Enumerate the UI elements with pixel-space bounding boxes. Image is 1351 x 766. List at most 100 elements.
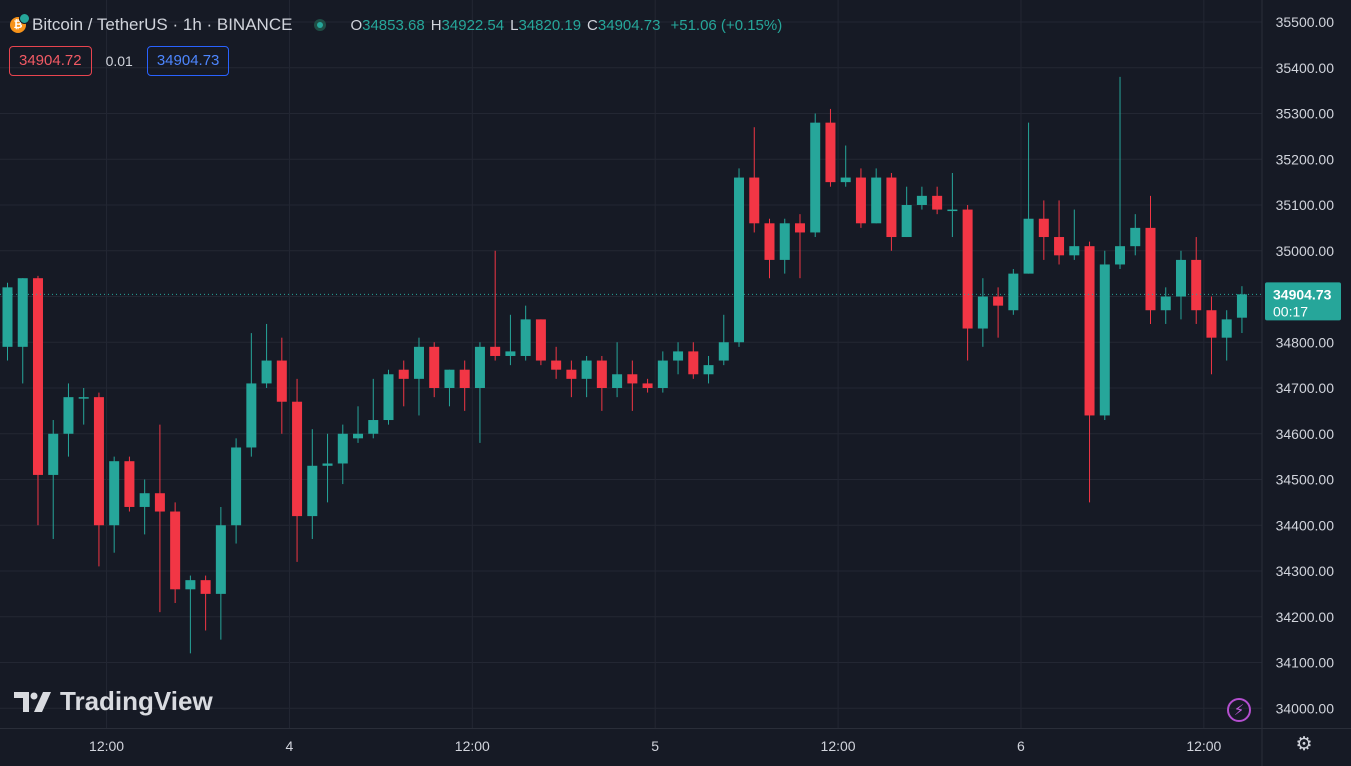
candle bbox=[63, 383, 74, 457]
candle-body bbox=[810, 122, 821, 233]
candle-body bbox=[292, 401, 303, 517]
time-axis[interactable]: 12:00 4 12:00 5 12:00 6 12:00 bbox=[0, 728, 1351, 755]
candle bbox=[734, 168, 745, 347]
ohlc-values: O34853.68 H34922.54 L34820.19 C34904.73 … bbox=[350, 17, 782, 34]
candle-body bbox=[932, 195, 943, 210]
candle-body bbox=[322, 463, 333, 466]
candle bbox=[368, 378, 379, 439]
candle-body bbox=[215, 525, 226, 594]
candle bbox=[932, 186, 943, 215]
candle-body bbox=[673, 351, 684, 361]
candle-body bbox=[261, 360, 272, 384]
time-tick-label: 6 bbox=[1017, 738, 1025, 754]
candle bbox=[871, 168, 882, 224]
symbol-legend[interactable]: ₿ Bitcoin / TetherUS · 1h · BINANCE O348… bbox=[10, 13, 782, 37]
candle bbox=[109, 456, 120, 553]
candle bbox=[322, 433, 333, 503]
candle-body bbox=[109, 461, 120, 526]
candle bbox=[292, 378, 303, 562]
candle bbox=[794, 214, 805, 279]
candle bbox=[200, 575, 211, 631]
candle-body bbox=[916, 195, 927, 205]
symbol-title[interactable]: Bitcoin / TetherUS · 1h · BINANCE bbox=[32, 15, 293, 34]
candle-body bbox=[63, 397, 74, 434]
candle bbox=[78, 388, 89, 425]
candle bbox=[2, 282, 13, 361]
candle bbox=[170, 502, 181, 604]
quote-panel: 34904.72 0.01 34904.73 bbox=[9, 46, 230, 76]
sell-price-button[interactable]: 34904.72 bbox=[9, 46, 92, 76]
candle bbox=[718, 314, 729, 366]
candle bbox=[1160, 287, 1171, 324]
candle bbox=[246, 333, 257, 457]
candle bbox=[32, 275, 43, 526]
market-status-icon[interactable] bbox=[314, 19, 327, 31]
buy-price-button[interactable]: 34904.73 bbox=[146, 46, 230, 76]
close-label: C bbox=[587, 16, 598, 34]
candle-body bbox=[1008, 273, 1019, 311]
candle bbox=[551, 346, 562, 379]
price-tick-label: 35500.00 bbox=[1276, 14, 1335, 30]
candle bbox=[429, 342, 440, 398]
candle bbox=[703, 355, 714, 384]
candle-body bbox=[2, 287, 13, 347]
time-tick-label: 12:00 bbox=[1186, 738, 1221, 754]
candle bbox=[185, 575, 196, 654]
candle bbox=[581, 355, 592, 398]
candle bbox=[154, 424, 165, 613]
candle-body bbox=[1221, 319, 1232, 338]
candle bbox=[444, 369, 455, 407]
candle-body bbox=[246, 383, 257, 448]
candle-body bbox=[871, 177, 882, 224]
candle-body bbox=[947, 209, 958, 212]
time-tick-label: 4 bbox=[286, 738, 294, 754]
low-label: L bbox=[510, 16, 519, 34]
candle bbox=[779, 218, 790, 274]
candle bbox=[124, 456, 135, 512]
tradingview-logo[interactable]: TradingView bbox=[14, 686, 213, 717]
candle-body bbox=[17, 278, 28, 347]
candle bbox=[673, 342, 684, 375]
candle-body bbox=[413, 346, 424, 379]
candle-body bbox=[154, 493, 165, 512]
candle bbox=[688, 342, 699, 379]
candle-body bbox=[718, 342, 729, 361]
price-axis[interactable]: 35500.00 35400.00 35300.00 35200.00 35100.00… bbox=[1261, 0, 1335, 766]
candle-body bbox=[703, 365, 714, 375]
candle-body bbox=[231, 447, 242, 526]
spread-value: 0.01 bbox=[105, 53, 133, 69]
candle-body bbox=[657, 360, 668, 388]
candle-body bbox=[520, 319, 531, 356]
candle-body bbox=[276, 360, 287, 402]
candle-body bbox=[429, 346, 440, 388]
price-tick-label: 35300.00 bbox=[1276, 106, 1335, 122]
candle bbox=[612, 342, 623, 398]
candle bbox=[505, 314, 516, 366]
lightning-icon[interactable]: ⚡ bbox=[1227, 698, 1251, 722]
candle bbox=[1115, 76, 1126, 270]
candle-body bbox=[566, 369, 577, 379]
settings-icon[interactable]: ⚙ bbox=[1295, 733, 1313, 755]
candle-body bbox=[1130, 227, 1141, 247]
candle bbox=[459, 360, 470, 411]
candle bbox=[596, 355, 607, 411]
candle-body bbox=[368, 420, 379, 434]
candle bbox=[231, 438, 242, 544]
candle-body bbox=[825, 122, 836, 183]
price-tick-label: 35200.00 bbox=[1276, 151, 1335, 167]
candle-body bbox=[1145, 227, 1156, 311]
price-tick-label: 34000.00 bbox=[1276, 700, 1335, 716]
candle bbox=[627, 360, 638, 411]
candle bbox=[855, 168, 866, 228]
candle bbox=[490, 250, 501, 361]
candle-body bbox=[1236, 294, 1247, 318]
candle-body bbox=[170, 511, 181, 590]
change-value: +51.06 (+0.15%) bbox=[670, 16, 783, 34]
candle-body bbox=[383, 374, 394, 421]
candle bbox=[1023, 122, 1034, 274]
candle-body bbox=[596, 360, 607, 388]
candles bbox=[2, 76, 1247, 654]
candle bbox=[764, 218, 775, 279]
